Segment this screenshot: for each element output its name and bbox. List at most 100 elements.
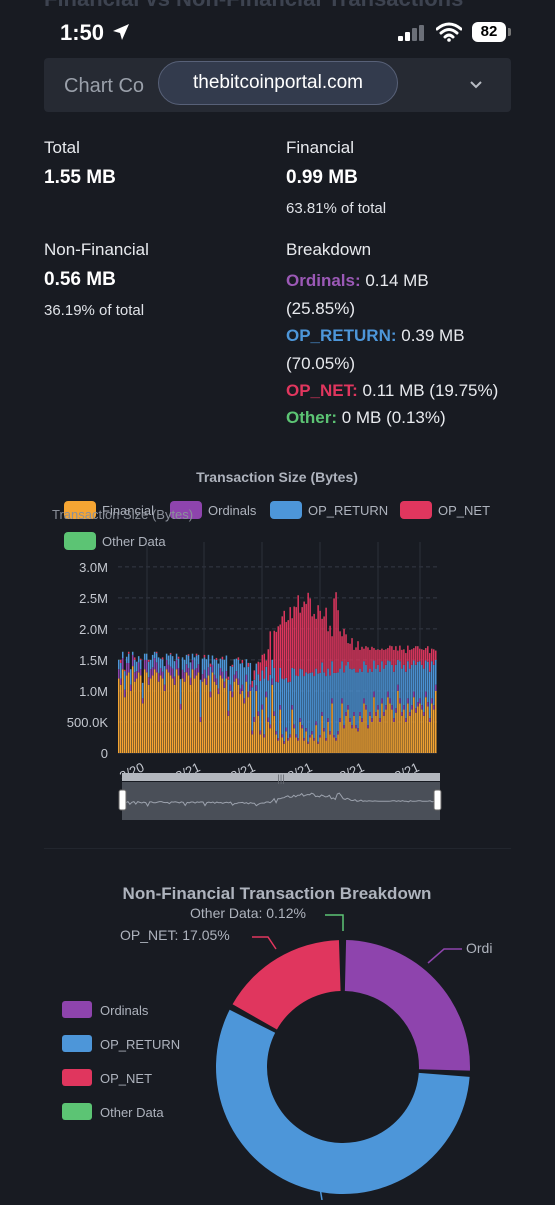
bar-segment[interactable] [164, 685, 166, 691]
bar-segment[interactable] [373, 661, 375, 692]
bar-segment[interactable] [234, 659, 236, 675]
bar-segment[interactable] [122, 669, 124, 753]
bar-segment[interactable] [285, 728, 287, 732]
bar-segment[interactable] [393, 650, 395, 672]
bar-segment[interactable] [244, 703, 246, 753]
bar-segment[interactable] [289, 607, 291, 681]
bar-segment[interactable] [184, 672, 186, 681]
bar-segment[interactable] [120, 660, 122, 663]
bar-segment[interactable] [206, 685, 208, 753]
bar-segment[interactable] [230, 691, 232, 753]
bar-segment[interactable] [250, 685, 252, 691]
bar-segment[interactable] [285, 622, 287, 678]
bar-segment[interactable] [204, 657, 206, 669]
bar-segment[interactable] [278, 738, 280, 740]
bar-segment[interactable] [278, 741, 280, 753]
bar-segment[interactable] [287, 620, 289, 682]
bar-segment[interactable] [224, 660, 226, 682]
bar-segment[interactable] [204, 655, 206, 657]
bar-segment[interactable] [158, 682, 160, 753]
bar-segment[interactable] [379, 718, 381, 722]
bar-segment[interactable] [387, 661, 389, 692]
bar-segment[interactable] [389, 646, 391, 662]
bar-segment[interactable] [142, 698, 144, 703]
bar-segment[interactable] [335, 738, 337, 740]
bar-segment[interactable] [266, 661, 268, 667]
bar-segment[interactable] [126, 675, 128, 753]
bar-segment[interactable] [421, 649, 423, 665]
bar-segment[interactable] [319, 735, 321, 737]
bar-segment[interactable] [317, 742, 319, 744]
bar-segment[interactable] [270, 724, 272, 728]
bar-segment[interactable] [381, 698, 383, 703]
bar-segment[interactable] [399, 703, 401, 753]
bar-segment[interactable] [274, 711, 276, 715]
bar-segment[interactable] [315, 619, 317, 669]
bar-segment[interactable] [138, 656, 140, 662]
bar-segment[interactable] [262, 710, 264, 753]
bar-segment[interactable] [395, 708, 397, 712]
bar-segment[interactable] [345, 666, 347, 713]
bar-segment[interactable] [395, 713, 397, 753]
bar-segment[interactable] [373, 648, 375, 660]
bar-segment[interactable] [303, 676, 305, 738]
bar-segment[interactable] [287, 738, 289, 740]
bar-segment[interactable] [202, 682, 204, 753]
bar-segment[interactable] [194, 670, 196, 679]
bar-segment[interactable] [134, 660, 136, 672]
bar-segment[interactable] [399, 698, 401, 703]
bar-segment[interactable] [264, 654, 266, 679]
bar-segment[interactable] [276, 731, 278, 734]
bar-segment[interactable] [353, 712, 355, 716]
bar-segment[interactable] [375, 712, 377, 716]
bar-segment[interactable] [162, 657, 164, 659]
bar-segment[interactable] [254, 680, 256, 717]
bar-segment[interactable] [138, 662, 140, 672]
bar-segment[interactable] [144, 669, 146, 753]
bar-segment[interactable] [413, 697, 415, 753]
bar-segment[interactable] [126, 657, 128, 663]
bar-segment[interactable] [383, 669, 385, 712]
donut-legend-item[interactable]: Other Data [62, 1103, 164, 1120]
bar-segment[interactable] [218, 664, 220, 689]
bar-segment[interactable] [323, 728, 325, 731]
donut-legend-item[interactable]: OP_NET [62, 1069, 152, 1086]
bar-segment[interactable] [256, 685, 258, 691]
bar-segment[interactable] [319, 673, 321, 735]
bar-segment[interactable] [391, 665, 393, 705]
bar-segment[interactable] [140, 669, 142, 675]
bar-segment[interactable] [154, 658, 156, 669]
bar-segment[interactable] [315, 669, 317, 722]
bar-segment[interactable] [313, 741, 315, 753]
bar-segment[interactable] [160, 668, 162, 675]
bar-segment[interactable] [351, 728, 353, 753]
bar-segment[interactable] [293, 607, 295, 669]
bar-segment[interactable] [389, 703, 391, 753]
bar-segment[interactable] [357, 672, 359, 728]
bar-segment[interactable] [208, 667, 210, 675]
bar-segment[interactable] [220, 668, 222, 675]
bar-segment[interactable] [186, 672, 188, 753]
bar-segment[interactable] [429, 672, 431, 719]
bar-segment[interactable] [202, 659, 204, 675]
bar-segment[interactable] [238, 685, 240, 753]
bar-segment[interactable] [222, 672, 224, 679]
bar-segment[interactable] [333, 735, 335, 737]
bar-segment[interactable] [435, 660, 437, 685]
bar-segment[interactable] [333, 673, 335, 735]
bar-segment[interactable] [431, 661, 433, 698]
bar-segment[interactable] [321, 619, 323, 662]
bar-segment[interactable] [274, 716, 276, 753]
bar-segment[interactable] [136, 662, 138, 671]
bar-segment[interactable] [361, 722, 363, 753]
bar-segment[interactable] [212, 656, 214, 665]
bar-segment[interactable] [289, 737, 291, 753]
bar-segment[interactable] [268, 680, 270, 717]
bar-segment[interactable] [349, 718, 351, 722]
bar-segment[interactable] [226, 679, 228, 753]
bar-segment[interactable] [285, 678, 287, 728]
bar-segment[interactable] [230, 666, 232, 685]
bar-segment[interactable] [144, 660, 146, 669]
bar-segment[interactable] [178, 659, 180, 668]
bar-segment[interactable] [182, 670, 184, 679]
